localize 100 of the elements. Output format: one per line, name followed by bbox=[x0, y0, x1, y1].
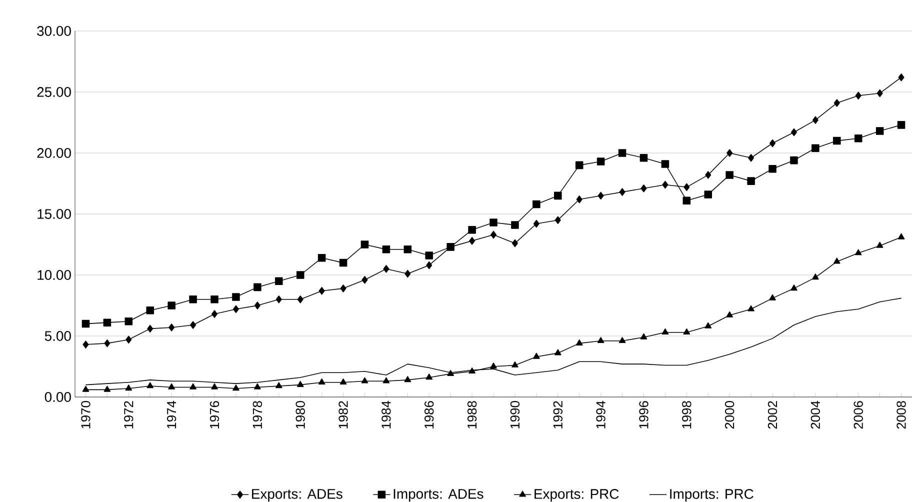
point bbox=[532, 200, 540, 208]
point bbox=[468, 367, 476, 374]
x-tick-label: 2002 bbox=[768, 401, 778, 429]
point bbox=[704, 322, 712, 328]
point bbox=[682, 196, 691, 204]
x-tick-label: 2008 bbox=[896, 401, 906, 429]
legend-label: Imports: ADEs bbox=[394, 489, 484, 502]
x-tick-label: 1970 bbox=[81, 401, 90, 428]
point bbox=[362, 276, 368, 284]
point bbox=[426, 261, 432, 270]
x-tick-label: 1978 bbox=[252, 401, 262, 428]
point bbox=[596, 158, 605, 166]
point bbox=[426, 374, 433, 380]
point bbox=[618, 336, 626, 344]
point bbox=[168, 383, 175, 390]
x-tick-label: 1980 bbox=[296, 401, 305, 428]
x-tick-label: 1992 bbox=[553, 401, 562, 428]
point bbox=[297, 296, 304, 304]
x-tick-label: 1986 bbox=[424, 401, 434, 428]
point bbox=[382, 245, 390, 254]
x-tick-label: 1988 bbox=[467, 401, 477, 428]
point bbox=[747, 177, 755, 185]
x-tick-label: 1972 bbox=[124, 401, 134, 428]
point bbox=[876, 242, 884, 248]
legend-label: Exports: PRC bbox=[534, 489, 619, 502]
point bbox=[190, 321, 196, 329]
point bbox=[897, 121, 906, 129]
point bbox=[211, 310, 218, 318]
point bbox=[124, 317, 133, 326]
point bbox=[126, 336, 132, 344]
point bbox=[490, 230, 497, 239]
point bbox=[533, 220, 540, 228]
point bbox=[554, 349, 562, 356]
point bbox=[296, 271, 304, 279]
point bbox=[854, 134, 862, 142]
point bbox=[790, 284, 798, 291]
point bbox=[168, 324, 175, 332]
point bbox=[769, 139, 776, 148]
point bbox=[618, 149, 626, 157]
point bbox=[82, 320, 90, 328]
point bbox=[898, 73, 904, 82]
point bbox=[898, 233, 905, 240]
point bbox=[640, 333, 648, 340]
point bbox=[340, 378, 347, 384]
point bbox=[339, 258, 348, 267]
point bbox=[447, 370, 454, 376]
point bbox=[275, 382, 282, 388]
point bbox=[275, 277, 283, 285]
point bbox=[533, 352, 540, 359]
point bbox=[684, 183, 690, 192]
point bbox=[425, 252, 434, 260]
point bbox=[404, 245, 412, 254]
point bbox=[469, 236, 476, 245]
x-tick-label: 2004 bbox=[810, 400, 820, 429]
point bbox=[146, 306, 154, 314]
point bbox=[661, 160, 670, 168]
legend-label: Imports: PRC bbox=[670, 489, 754, 502]
point bbox=[404, 270, 411, 278]
x-tick-label: 1996 bbox=[639, 401, 648, 428]
point bbox=[834, 99, 840, 107]
point bbox=[254, 302, 260, 310]
x-tick-label: 1994 bbox=[596, 400, 606, 428]
point bbox=[854, 249, 862, 256]
point bbox=[575, 161, 584, 170]
point bbox=[404, 376, 412, 382]
point bbox=[512, 361, 518, 368]
point bbox=[383, 265, 390, 273]
point bbox=[360, 240, 369, 248]
point bbox=[812, 144, 820, 152]
y-tick-label: 30.00 bbox=[37, 26, 71, 36]
point bbox=[103, 318, 112, 326]
point bbox=[704, 190, 712, 198]
point bbox=[318, 286, 325, 295]
point bbox=[598, 192, 604, 200]
legend-label: Exports: ADEs bbox=[252, 489, 342, 502]
point bbox=[619, 188, 626, 196]
point bbox=[705, 171, 712, 179]
point bbox=[146, 382, 154, 388]
point bbox=[662, 180, 668, 189]
point bbox=[833, 258, 840, 264]
point bbox=[468, 226, 476, 234]
y-tick-label: 10.00 bbox=[38, 270, 71, 280]
y-tick-label: 20.00 bbox=[37, 148, 71, 158]
point bbox=[812, 116, 818, 124]
point bbox=[318, 254, 326, 262]
point bbox=[769, 294, 776, 300]
point bbox=[232, 384, 240, 391]
point bbox=[254, 283, 262, 292]
point bbox=[318, 378, 326, 384]
point bbox=[125, 384, 132, 391]
point bbox=[790, 156, 798, 164]
y-tick-label: 0.00 bbox=[44, 392, 71, 402]
point bbox=[512, 239, 518, 248]
point bbox=[554, 192, 562, 200]
point bbox=[210, 296, 218, 304]
point bbox=[748, 154, 754, 162]
point bbox=[490, 218, 498, 226]
point bbox=[190, 383, 196, 390]
y-tick-label: 25.00 bbox=[37, 87, 71, 97]
point bbox=[104, 339, 110, 348]
